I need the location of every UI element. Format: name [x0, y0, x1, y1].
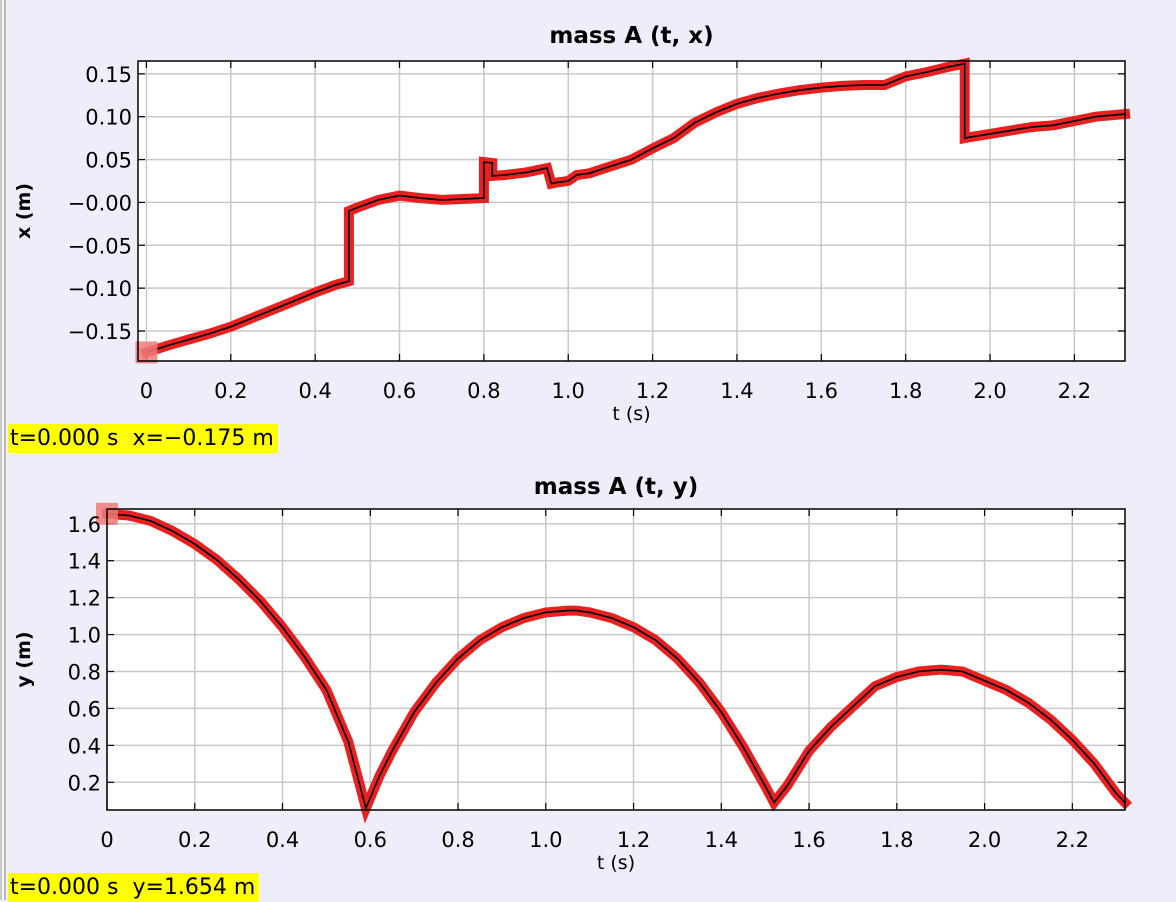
plot-area	[107, 509, 1125, 810]
y-axis-label: x (m)	[13, 183, 35, 239]
readout-x: t=0.000 s x=−0.175 m	[8, 424, 278, 453]
x-tick-label: 2.0	[968, 828, 1001, 852]
readout-y: t=0.000 s y=1.654 m	[8, 873, 260, 902]
x-tick-label: 1.0	[552, 379, 585, 403]
y-tick-label: 0.2	[68, 771, 101, 795]
x-tick-label: 0	[140, 379, 153, 403]
x-tick-label: 0.2	[214, 379, 247, 403]
y-tick-label: 1.2	[68, 587, 101, 611]
chart-title: mass A (t, y)	[534, 474, 698, 500]
y-tick-label: 0.4	[68, 734, 101, 758]
x-tick-label: 2.2	[1058, 379, 1091, 403]
x-axis-label: t (s)	[612, 403, 650, 425]
y-tick-label: −0.00	[68, 191, 132, 215]
x-tick-label: 2.0	[973, 379, 1006, 403]
current-point-marker	[135, 341, 158, 364]
x-tick-label: 1.0	[529, 828, 562, 852]
x-tick-label: 0.4	[298, 379, 331, 403]
y-tick-label: 1.4	[68, 550, 101, 574]
x-tick-label: 1.2	[636, 379, 669, 403]
x-tick-label: 0.8	[441, 828, 474, 852]
x-tick-label: 1.8	[880, 828, 913, 852]
y-tick-label: 0.05	[85, 149, 132, 173]
y-tick-label: 0.8	[68, 661, 101, 685]
chart-title: mass A (t, x)	[549, 23, 713, 49]
y-tick-label: 0.6	[68, 697, 101, 721]
plot-frame	[106, 508, 1126, 811]
plot-area	[138, 61, 1125, 361]
chart-2: 0 0.2 0.4 0.6 0.8 1.0 1.2 1.4 1.6 1.8 2.0 2.2 1.6 1.4…	[13, 474, 1133, 874]
x-tick-label: 0.6	[354, 828, 387, 852]
x-tick-label: 1.4	[720, 379, 753, 403]
y-tick-label: −0.05	[68, 234, 132, 258]
x-tick-label: 1.6	[805, 379, 838, 403]
x-tick-label: 1.6	[792, 828, 825, 852]
data-line	[106, 513, 1126, 811]
chart-1: 0 0.2 0.4 0.6 0.8 1.0 1.2 1.4 1.6 1.8 2.0 2.2 0.15 0.…	[13, 23, 1131, 425]
y-tick-label: 0.10	[85, 106, 132, 130]
x-tick-label: 0.4	[266, 828, 299, 852]
x-tick-label: 0.8	[467, 379, 500, 403]
x-tick-label: 0.6	[383, 379, 416, 403]
x-axis-label: t (s)	[597, 852, 635, 874]
y-tick-label: 1.6	[68, 513, 101, 537]
y-tick-label: −0.15	[68, 320, 132, 344]
y-axis-label: y (m)	[13, 631, 35, 687]
y-tick-label: 1.0	[68, 624, 101, 648]
x-tick-label: 1.8	[889, 379, 922, 403]
x-tick-label: 2.2	[1056, 828, 1089, 852]
x-tick-label: 0.2	[178, 828, 211, 852]
x-tick-label: 1.4	[705, 828, 738, 852]
window-frame-edge	[0, 0, 6, 900]
x-tick-label: 0	[100, 828, 113, 852]
data-line	[146, 62, 1126, 354]
plot-frame	[137, 60, 1126, 362]
y-tick-label: 0.15	[85, 63, 132, 87]
x-tick-label: 1.2	[617, 828, 650, 852]
y-tick-label: −0.10	[68, 277, 132, 301]
